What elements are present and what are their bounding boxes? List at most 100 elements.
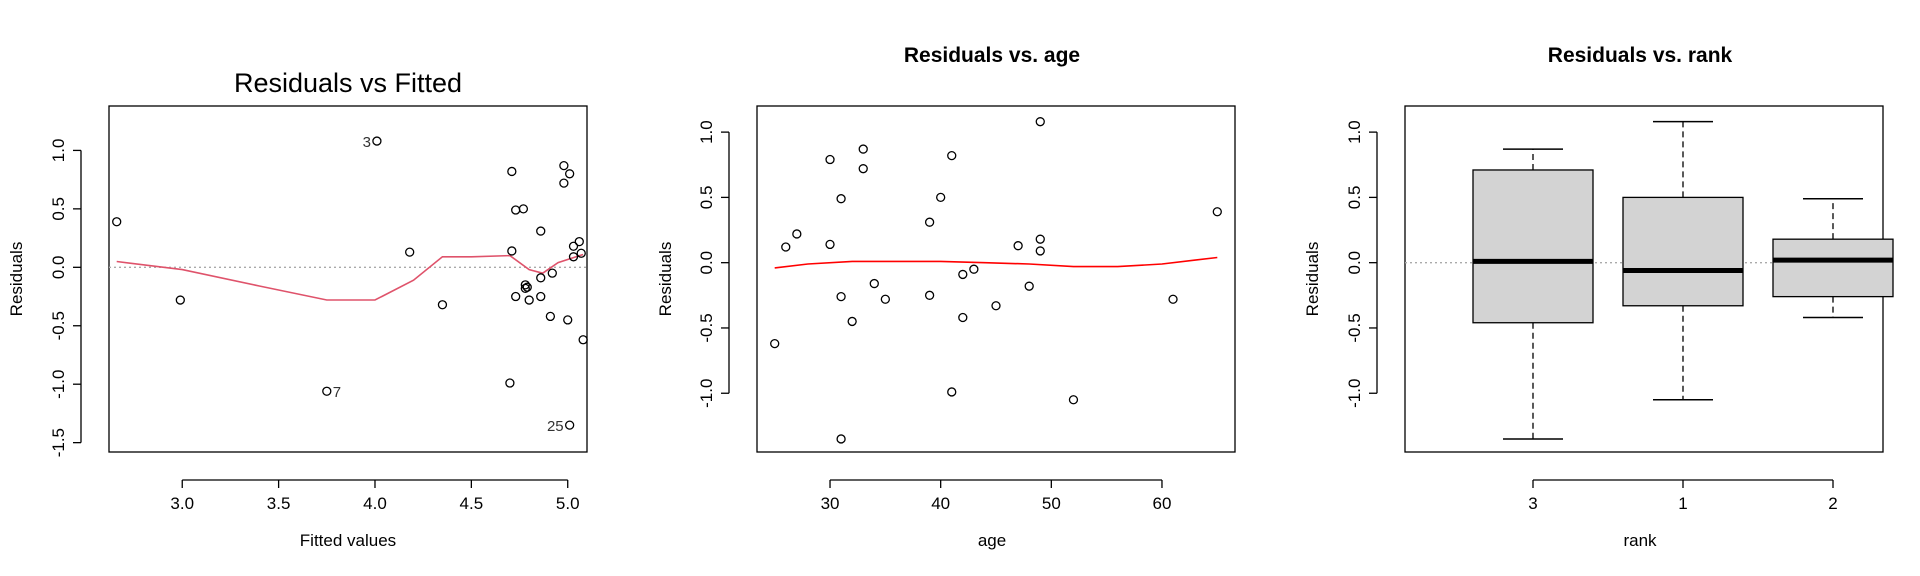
chart-title: Residuals vs. rank [1548, 44, 1733, 67]
data-point [958, 269, 968, 280]
data-point [505, 378, 515, 388]
data-point [825, 154, 835, 165]
data-point [511, 291, 521, 302]
data-point [947, 150, 957, 161]
data-point [536, 291, 546, 302]
data-point [869, 278, 879, 289]
y-axis: -1.5 -1.0 -0.5 0.0 0.5 1.0 [49, 139, 82, 457]
data-point [825, 239, 835, 250]
y-tick-label: -0.5 [697, 313, 716, 342]
x-tick-label: 4.0 [363, 494, 387, 513]
y-tick-label: 1.0 [697, 120, 716, 144]
data-point [405, 247, 415, 257]
y-axis-label: Residuals [1303, 242, 1322, 317]
data-point [1024, 281, 1034, 291]
data-point [958, 312, 968, 323]
y-tick-label: 0.5 [1345, 186, 1364, 210]
data-point [836, 434, 846, 444]
point-label: 3 [363, 134, 371, 151]
box-2 [1772, 197, 1894, 319]
data-point [969, 264, 979, 274]
data-point [781, 242, 791, 252]
data-point [1168, 294, 1178, 304]
data-point [112, 217, 122, 227]
data-point [770, 338, 780, 349]
data-point [524, 295, 534, 305]
panel-residuals-vs-fitted: Residuals vs Fitted Fitted values Residu… [7, 68, 588, 550]
plot-frame [108, 105, 588, 453]
y-tick-label: -1.0 [49, 370, 68, 399]
point-label: 7 [333, 384, 341, 401]
data-point [574, 236, 584, 247]
y-tick-label: 0.5 [697, 186, 716, 210]
data-point [518, 204, 529, 214]
data-point [520, 283, 530, 294]
data-point [545, 311, 556, 322]
data-point [1035, 246, 1045, 256]
y-tick-label: 0.0 [697, 251, 716, 275]
data-point [322, 386, 332, 396]
y-tick-label: 0.0 [49, 255, 68, 279]
point-label: 25 [547, 418, 564, 435]
y-tick-label: 1.0 [1345, 120, 1364, 144]
y-tick-label: 1.0 [49, 139, 68, 163]
box-body [1772, 238, 1894, 298]
data-point [511, 205, 521, 215]
box-body [1472, 169, 1594, 324]
data-point [576, 248, 586, 258]
smooth-line [116, 253, 584, 301]
data-point [559, 178, 569, 188]
data-point [536, 273, 546, 283]
data-point [858, 144, 868, 154]
box-body [1622, 196, 1744, 307]
data-point [547, 268, 557, 278]
y-tick-label: -0.5 [49, 311, 68, 340]
x-axis: 30 40 50 60 [821, 479, 1172, 513]
data-point [563, 315, 573, 325]
smooth-line [774, 256, 1218, 269]
data-point [1013, 241, 1023, 251]
x-tick-label: 30 [821, 494, 840, 513]
x-tick-label: 3 [1528, 494, 1537, 513]
data-point [559, 160, 569, 171]
data-point [991, 301, 1001, 311]
y-tick-label: 0.0 [1345, 251, 1364, 275]
panel-residuals-vs-age: Residuals vs. age age Residuals 30 40 50 60… [656, 44, 1236, 550]
x-axis: 3.0 3.5 4.0 4.5 5.0 [170, 479, 580, 513]
data-point [1035, 117, 1045, 127]
y-axis: -1.0 -0.5 0.0 0.5 1.0 [697, 120, 730, 408]
data-point [792, 229, 802, 239]
data-point [836, 194, 846, 204]
plot-frame [756, 105, 1236, 453]
data-point [536, 226, 546, 236]
y-tick-label: -1.0 [697, 379, 716, 408]
y-axis-label: Residuals [7, 242, 26, 317]
plot-marks [1405, 120, 1894, 440]
data-point [372, 136, 382, 146]
data-point [565, 420, 575, 430]
data-point [947, 387, 957, 397]
x-tick-label: 60 [1153, 494, 1172, 513]
data-point [437, 300, 448, 310]
data-point [1068, 395, 1079, 405]
data-point [520, 280, 530, 290]
x-tick-label: 50 [1042, 494, 1061, 513]
x-axis-label: age [978, 531, 1006, 550]
x-tick-label: 40 [931, 494, 950, 513]
data-point [1035, 234, 1045, 244]
data-point [507, 246, 517, 256]
data-point [924, 290, 935, 300]
data-point [565, 169, 575, 179]
y-axis-label: Residuals [656, 242, 675, 317]
x-tick-label: 2 [1828, 494, 1837, 513]
data-point [522, 282, 532, 292]
data-point [880, 294, 891, 304]
y-tick-label: -0.5 [1345, 313, 1364, 342]
y-tick-label: -1.5 [49, 428, 68, 457]
data-point [568, 241, 579, 251]
data-point [507, 166, 517, 177]
box-1 [1622, 120, 1744, 401]
y-axis: -1.0 -0.5 0.0 0.5 1.0 [1345, 120, 1378, 408]
y-tick-label: -1.0 [1345, 379, 1364, 408]
